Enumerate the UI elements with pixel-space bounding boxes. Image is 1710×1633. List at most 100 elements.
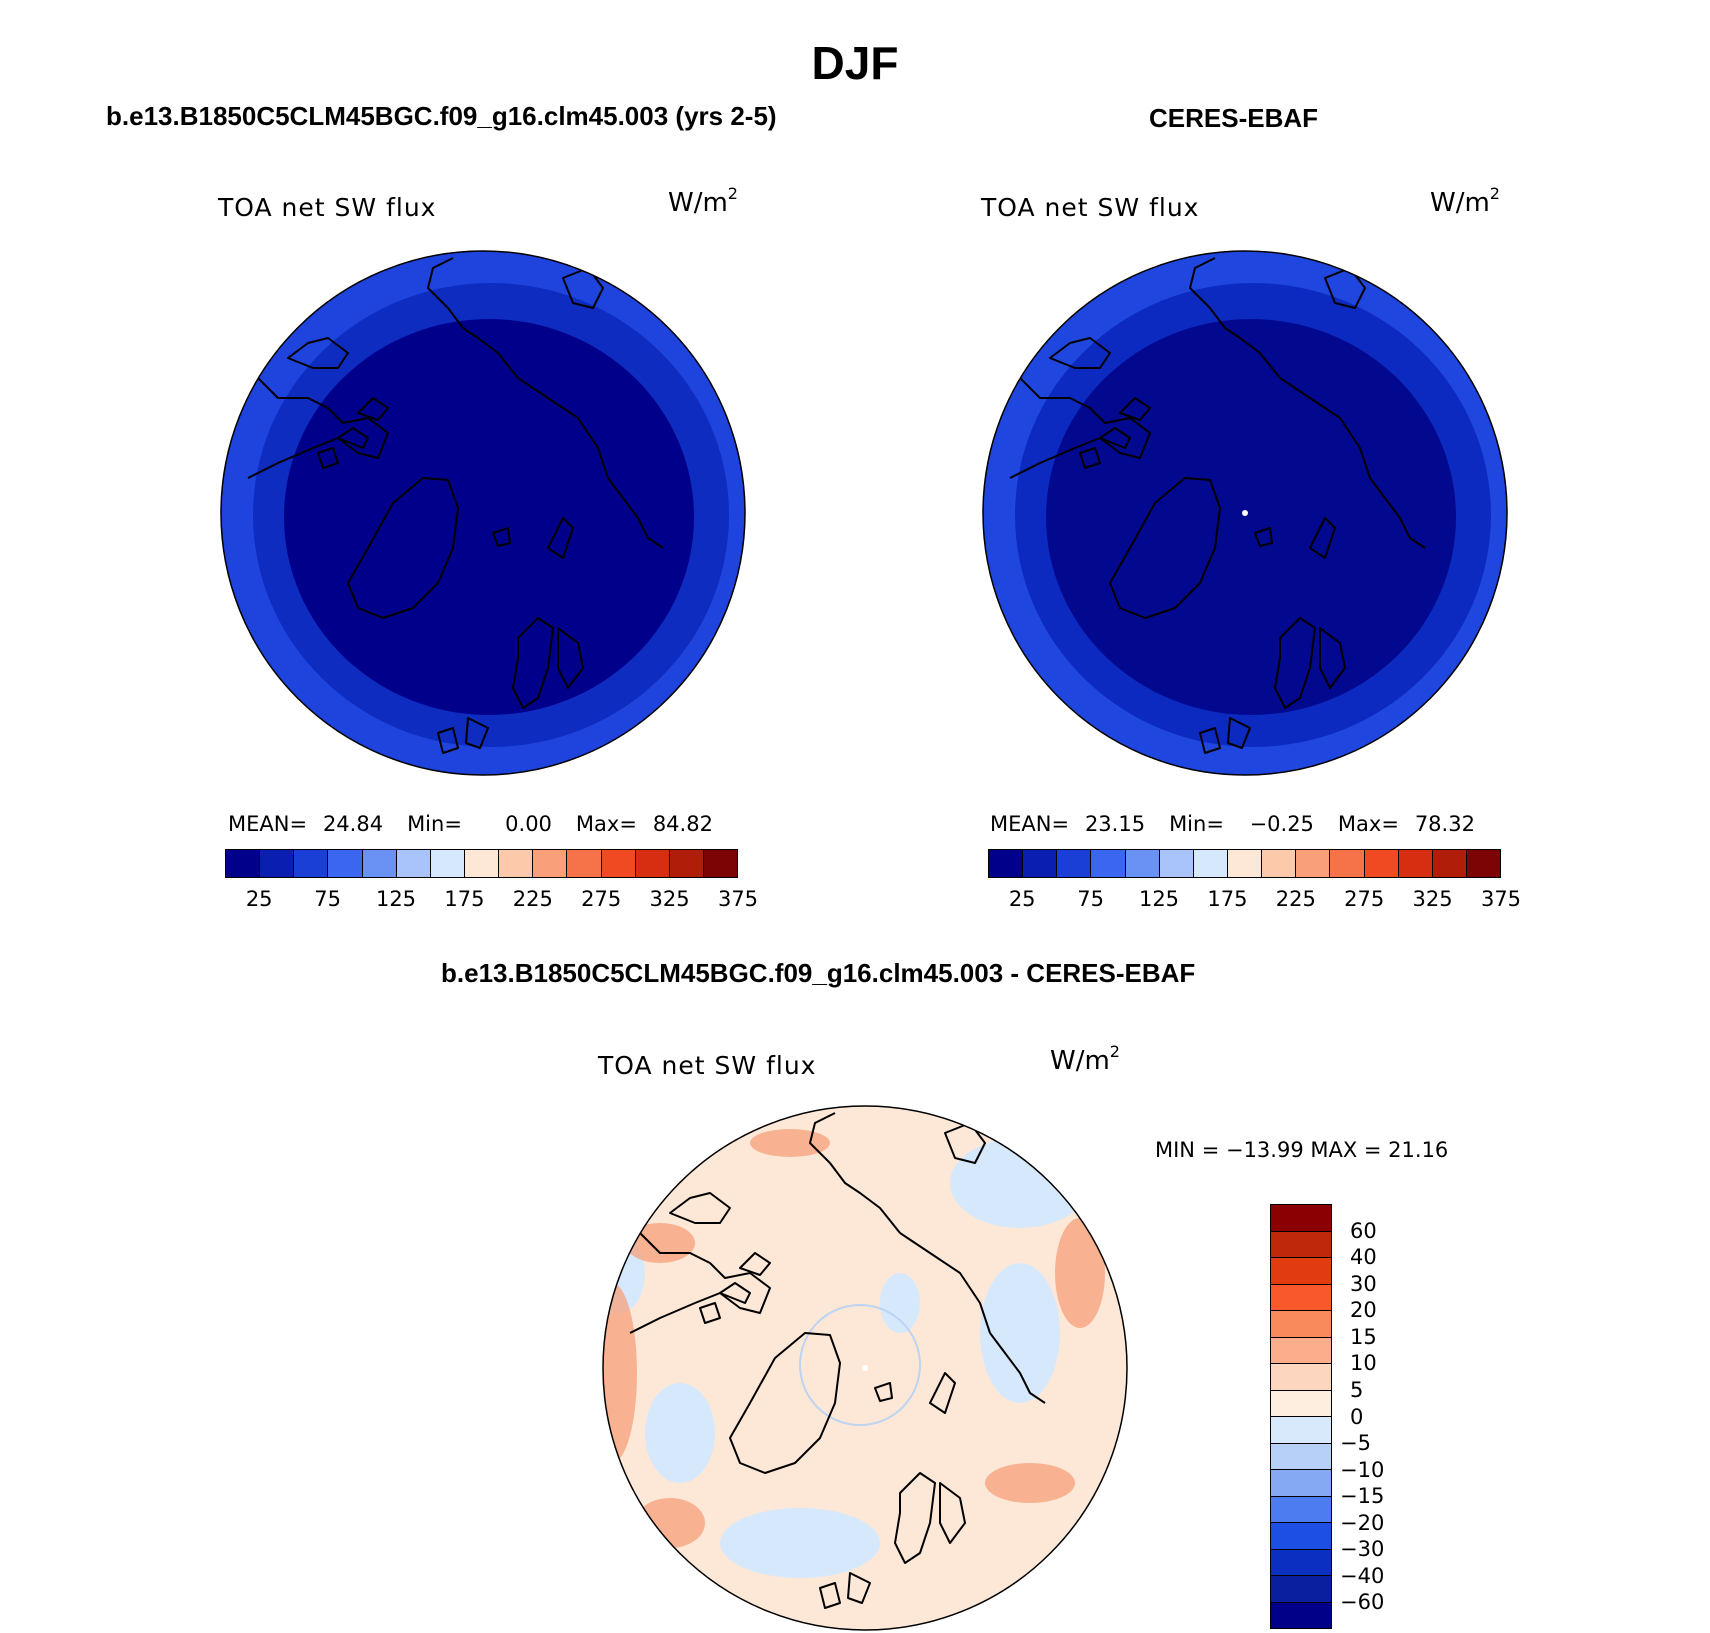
panel1-colorbar — [225, 849, 738, 878]
colorbar-segment — [1271, 1443, 1331, 1470]
coastline — [1309, 517, 1336, 559]
coastline — [1319, 627, 1346, 689]
panel1-variable: TOA net SW flux — [218, 193, 437, 222]
figure-title: DJF — [811, 37, 899, 89]
colorbar-tick-label: 25 — [245, 887, 273, 911]
colorbar-tick-label: 75 — [1077, 887, 1104, 911]
colorbar-tick-label: 275 — [581, 887, 622, 911]
colorbar-segment — [1271, 1337, 1331, 1364]
colorbar-segment — [1271, 1364, 1331, 1391]
coastline — [719, 1282, 751, 1304]
colorbar-segment — [328, 850, 363, 877]
colorbar-segment — [1271, 1602, 1331, 1628]
colorbar-segment — [430, 850, 465, 877]
coastline — [1227, 717, 1251, 749]
pole-marker — [862, 1365, 868, 1371]
colorbar-segment — [260, 850, 295, 877]
coastline — [847, 1572, 871, 1604]
panel2-stats: MEAN= 23.15 Min= −0.25 Max= 78.32 — [990, 812, 1475, 836]
colorbar-tick-label: 175 — [1207, 887, 1248, 911]
panel3-minmax: MIN = −13.99 MAX = 21.16 — [1155, 1138, 1449, 1162]
colorbar-segment — [1193, 850, 1228, 877]
colorbar-segment — [1271, 1496, 1331, 1523]
colorbar-tick-label: −30 — [1340, 1537, 1385, 1562]
colorbar-tick-label: 225 — [1275, 887, 1316, 911]
colorbar-segment — [1271, 1390, 1331, 1417]
coastline — [1254, 527, 1273, 547]
coastline — [492, 527, 511, 547]
colorbar-tick-label: 375 — [1480, 887, 1522, 911]
coastline — [739, 1252, 771, 1276]
colorbar-segment — [499, 850, 534, 877]
colorbar-tick-label: 30 — [1350, 1271, 1377, 1296]
coastline — [1079, 447, 1101, 469]
colorbar-tick-label: −10 — [1340, 1457, 1385, 1482]
coastline — [517, 377, 664, 549]
colorbar-segment — [1466, 850, 1501, 877]
colorbar-tick-label: 125 — [375, 887, 417, 911]
colorbar-segment — [635, 850, 670, 877]
colorbar-segment — [601, 850, 636, 877]
coastline — [317, 447, 339, 469]
coastline — [357, 397, 389, 421]
coastline — [619, 1222, 771, 1334]
coastline — [512, 617, 554, 709]
colorbar-segment — [703, 850, 738, 877]
colorbar-segment — [1159, 850, 1194, 877]
colorbar-segment — [1271, 1576, 1331, 1603]
colorbar-segment — [1271, 1258, 1331, 1285]
coastline — [874, 1382, 893, 1402]
panel1-stats: MEAN= 24.84 Min= 0.00 Max= 84.82 — [228, 812, 713, 836]
colorbar-segment — [362, 850, 397, 877]
coastline — [939, 1482, 966, 1544]
colorbar-segment — [1091, 850, 1126, 877]
map-negative-patch — [645, 1383, 715, 1483]
colorbar-segment — [1262, 850, 1297, 877]
colorbar-segment — [1057, 850, 1092, 877]
map-positive-patch — [635, 1498, 705, 1548]
coastline — [237, 367, 389, 479]
colorbar-tick-label: −15 — [1340, 1484, 1385, 1509]
panel3-colorbar — [1270, 1204, 1332, 1629]
colorbar-tick-label: 25 — [1008, 887, 1036, 911]
coastline — [669, 1192, 731, 1224]
colorbar-segment — [1271, 1205, 1331, 1232]
map-band-inner — [1046, 319, 1456, 715]
coastline — [1119, 397, 1151, 421]
coastline — [1189, 257, 1216, 309]
coastline — [447, 307, 519, 379]
coastline — [999, 367, 1151, 479]
panel2-variable: TOA net SW flux — [981, 193, 1200, 222]
colorbar-segment — [533, 850, 568, 877]
coastline — [1279, 377, 1426, 549]
coastline — [1199, 727, 1221, 754]
map-positive-patch — [750, 1129, 830, 1157]
colorbar-segment — [1271, 1523, 1331, 1550]
coastline — [819, 1582, 841, 1609]
colorbar-tick-label: 375 — [717, 887, 759, 911]
colorbar-segment — [226, 850, 261, 877]
map-negative-patch — [950, 1138, 1090, 1228]
map-positive-patch — [985, 1463, 1075, 1503]
coastline — [465, 717, 489, 749]
map-negative-patch — [720, 1508, 880, 1578]
colorbar-tick-label: 20 — [1350, 1298, 1377, 1323]
colorbar-tick-label: 5 — [1350, 1377, 1364, 1402]
colorbar-segment — [396, 850, 431, 877]
colorbar-segment — [1271, 1470, 1331, 1497]
colorbar-segment — [1432, 850, 1467, 877]
colorbar-segment — [1125, 850, 1160, 877]
colorbar-segment — [294, 850, 329, 877]
colorbar-tick-label: 10 — [1350, 1351, 1377, 1376]
colorbar-tick-label: 0 — [1350, 1404, 1364, 1429]
colorbar-tick-label: 175 — [444, 887, 485, 911]
colorbar-segment — [1330, 850, 1365, 877]
panel2-polar-map — [982, 250, 1508, 776]
colorbar-segment — [1296, 850, 1331, 877]
coastline — [557, 627, 584, 689]
colorbar-segment — [1271, 1284, 1331, 1311]
coastline — [929, 1372, 956, 1414]
colorbar-tick-label: 60 — [1350, 1218, 1377, 1243]
coastline — [899, 1232, 1046, 1404]
map-positive-patch — [603, 1283, 637, 1463]
